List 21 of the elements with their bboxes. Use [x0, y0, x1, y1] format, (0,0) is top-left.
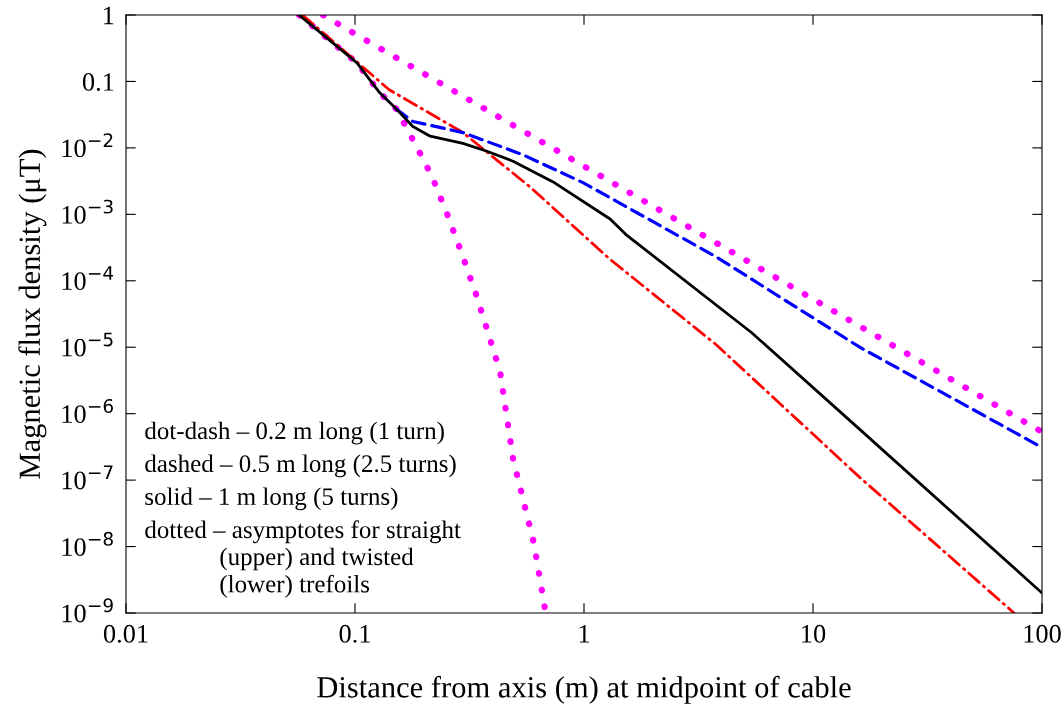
y-tick-label: 0.1 — [82, 73, 114, 91]
x-tick-label: 1 — [579, 625, 590, 643]
y-tick-label: 10$^{−9}$ — [62, 598, 113, 623]
x-tick-label: 0.01 — [103, 624, 148, 643]
y-tick-label: 10$^{−6}$ — [62, 398, 113, 424]
x-tick-label: 0.1 — [339, 624, 370, 643]
x-axis-title: Distance from axis (m) at midpoint of cable — [317, 675, 851, 704]
y-tick-label: 10$^{−8}$ — [62, 531, 113, 556]
y-axis-title: Magnetic flux density (μT) — [18, 149, 47, 479]
annotation: dashed – 0.5 m long (2.5 turns) — [145, 454, 456, 478]
annotation: dotted – asymptotes for straight (upper) and twisted (lower) trefoils — [145, 520, 461, 598]
y-tick-label: 10$^{−5}$ — [62, 332, 113, 357]
annotation: solid – 1 m long (5 turns) — [145, 487, 398, 511]
y-tick-label: 10$^{−4}$ — [62, 266, 114, 291]
y-tick-label: 10$^{−3}$ — [62, 199, 113, 224]
y-tick-label: 1 — [104, 6, 114, 25]
annotation: dot-dash – 0.2 m long (1 turn) — [145, 421, 444, 445]
y-tick-label: 10$^{−7}$ — [62, 465, 113, 490]
x-tick-label: 10 — [802, 624, 826, 643]
y-tick-label: 10$^{−2}$ — [62, 133, 113, 158]
x-tick-label: 100 — [1024, 624, 1061, 643]
